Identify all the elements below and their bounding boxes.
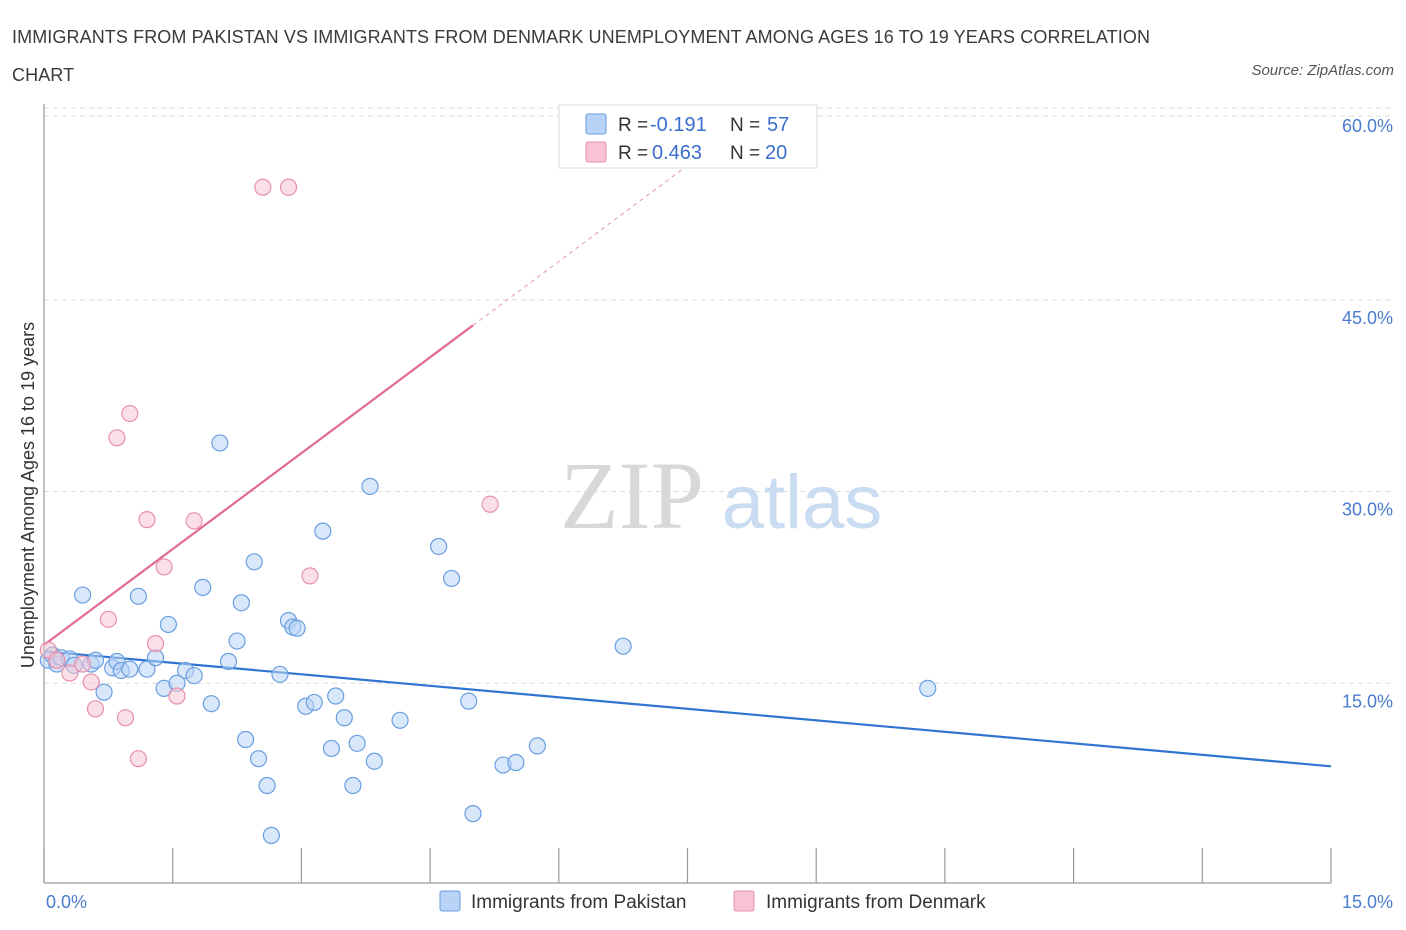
legend-swatch-denmark [585, 141, 607, 163]
trend-line-pakistan [43, 650, 1332, 768]
point-pakistan-54 [528, 737, 546, 755]
point-pakistan-49 [442, 569, 461, 588]
point-denmark-12 [146, 635, 165, 653]
legend-n-label-1: N = [730, 115, 760, 136]
x-tick-label-1: 15.0% [1342, 892, 1393, 912]
watermark-zip: ZIP [560, 442, 704, 549]
point-denmark-9 [121, 404, 139, 423]
point-pakistan-32 [262, 826, 280, 844]
point-pakistan-29 [245, 553, 263, 571]
bottom-legend: Immigrants from Pakistan Immigrants from… [439, 890, 986, 913]
point-pakistan-48 [430, 537, 448, 556]
legend-n-value-2: 20 [765, 142, 787, 164]
point-denmark-14 [168, 687, 186, 705]
y-tick-label-1: 30.0% [1342, 500, 1393, 520]
point-pakistan-56 [919, 679, 937, 697]
y-axis-title: Unemployment Among Ages 16 to 19 years [18, 322, 38, 668]
point-denmark-4 [82, 673, 100, 691]
legend-r-value-2: 0.463 [652, 142, 702, 164]
legend-r-label-2: R = [618, 143, 648, 164]
point-pakistan-47 [391, 711, 409, 729]
point-denmark-11 [138, 511, 156, 529]
point-pakistan-25 [219, 652, 238, 671]
point-pakistan-46 [365, 752, 383, 770]
legend-r-label-1: R = [618, 115, 648, 136]
point-pakistan-18 [159, 615, 178, 634]
point-pakistan-39 [314, 522, 332, 540]
point-denmark-19 [481, 495, 499, 513]
point-denmark-17 [279, 178, 298, 196]
legend-swatch-pakistan [585, 113, 607, 135]
point-pakistan-14 [129, 587, 147, 605]
y-tick-label-2: 45.0% [1342, 308, 1393, 328]
point-pakistan-33 [271, 665, 289, 683]
point-denmark-7 [108, 429, 126, 447]
point-pakistan-45 [361, 477, 379, 495]
legend-n-label-2: N = [730, 143, 760, 164]
point-pakistan-55 [614, 637, 632, 655]
data-points [39, 178, 937, 844]
point-pakistan-31 [258, 776, 276, 795]
point-pakistan-6 [74, 586, 92, 604]
chart-title: IMMIGRANTS FROM PAKISTAN VS IMMIGRANTS F… [12, 27, 1151, 85]
point-denmark-10 [129, 750, 147, 768]
point-pakistan-42 [335, 709, 353, 727]
point-pakistan-13 [121, 660, 139, 678]
bottom-legend-swatch-pakistan [439, 890, 461, 912]
chart-source: Source: ZipAtlas.com [1251, 62, 1394, 79]
y-tick-labels: 15.0% 30.0% 45.0% 60.0% [1342, 116, 1393, 711]
point-pakistan-30 [249, 750, 268, 768]
bottom-legend-pakistan: Immigrants from Pakistan [471, 892, 686, 913]
point-pakistan-24 [211, 434, 229, 452]
bottom-legend-denmark: Immigrants from Denmark [766, 892, 986, 913]
watermark: ZIP atlas [560, 442, 882, 549]
y-tick-label-3: 60.0% [1342, 116, 1393, 136]
point-denmark-5 [86, 700, 105, 718]
trend-line-denmark [43, 324, 474, 646]
point-pakistan-41 [327, 687, 345, 705]
point-pakistan-38 [305, 693, 323, 712]
x-tick-labels: 0.0% 15.0% [46, 892, 1393, 912]
axes [43, 104, 1332, 884]
point-denmark-6 [99, 610, 117, 628]
legend-box: R = -0.191 N = 57 R = 0.463 N = 20 [558, 104, 818, 169]
point-pakistan-15 [138, 660, 156, 678]
point-pakistan-28 [237, 730, 255, 749]
point-denmark-2 [61, 664, 79, 682]
point-denmark-15 [185, 512, 203, 530]
point-pakistan-44 [348, 734, 366, 752]
point-pakistan-53 [507, 753, 525, 772]
legend-r-value-1: -0.191 [650, 114, 707, 136]
point-denmark-13 [155, 558, 173, 576]
y-tick-label-0: 15.0% [1342, 691, 1393, 711]
point-denmark-18 [301, 567, 319, 585]
point-pakistan-21 [185, 666, 203, 685]
point-pakistan-23 [202, 695, 220, 713]
point-denmark-3 [74, 655, 92, 673]
point-pakistan-9 [95, 683, 113, 701]
point-pakistan-40 [322, 739, 341, 758]
bottom-legend-swatch-denmark [733, 890, 755, 912]
point-pakistan-27 [232, 594, 250, 612]
point-denmark-1 [48, 651, 66, 669]
point-pakistan-22 [194, 578, 212, 596]
point-pakistan-26 [228, 632, 246, 650]
point-pakistan-51 [464, 805, 482, 823]
point-pakistan-50 [460, 692, 478, 710]
point-pakistan-36 [288, 619, 306, 637]
legend-n-value-1: 57 [767, 114, 789, 136]
point-denmark-16 [254, 178, 272, 196]
point-pakistan-43 [344, 776, 362, 795]
x-tick-label-0: 0.0% [46, 892, 87, 912]
watermark-atlas: atlas [722, 460, 883, 545]
point-denmark-8 [116, 709, 135, 727]
